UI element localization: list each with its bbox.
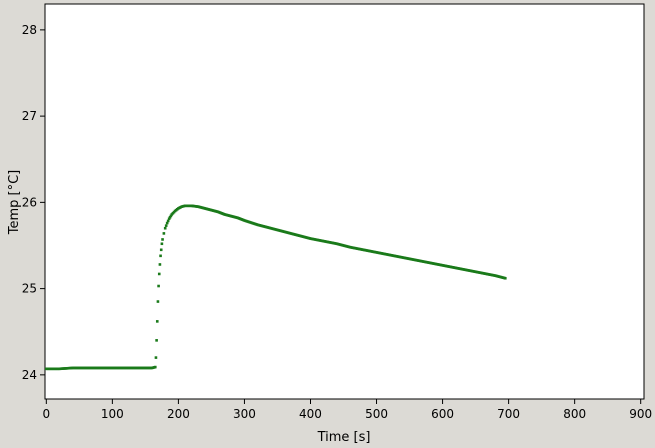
data-point xyxy=(163,226,167,230)
y-axis-label: Temp [°C] xyxy=(7,170,22,236)
data-point xyxy=(164,224,168,227)
data-point xyxy=(155,320,159,323)
x-tick-label: 300 xyxy=(233,407,256,421)
x-tick-label: 100 xyxy=(101,407,124,421)
data-point xyxy=(155,339,158,342)
data-point xyxy=(168,216,172,219)
plot-area xyxy=(44,3,645,400)
data-point xyxy=(153,365,157,369)
y-tick-label: 27 xyxy=(22,109,37,123)
data-point xyxy=(165,221,169,225)
data-point xyxy=(159,254,162,258)
y-tick-label: 24 xyxy=(22,368,37,382)
x-tick-label: 500 xyxy=(365,407,388,421)
data-point xyxy=(159,248,163,252)
x-axis-label: Time [s] xyxy=(317,430,371,445)
y-tick-label: 28 xyxy=(22,23,37,37)
data-point xyxy=(167,217,171,221)
x-tick-label: 700 xyxy=(497,407,520,421)
x-tick-label: 200 xyxy=(167,407,190,421)
data-point xyxy=(154,356,158,359)
data-point xyxy=(161,238,164,241)
data-point xyxy=(157,272,161,276)
data-point xyxy=(504,276,507,280)
data-point xyxy=(162,232,166,235)
x-axis: 0 100 200 300 400 500 600 700 800 900 xyxy=(43,399,652,421)
data-point xyxy=(160,242,164,246)
y-tick-label: 26 xyxy=(22,195,37,209)
data-point xyxy=(156,300,160,303)
data-point xyxy=(157,284,160,288)
x-tick-label: 900 xyxy=(629,407,652,421)
x-tick-label: 600 xyxy=(431,407,454,421)
x-tick-label: 800 xyxy=(563,407,586,421)
data-points xyxy=(45,204,507,371)
x-tick-label: 400 xyxy=(299,407,322,421)
data-point xyxy=(169,214,173,218)
x-tick-label: 0 xyxy=(43,407,51,421)
data-point xyxy=(158,263,162,266)
data-point xyxy=(166,219,170,223)
y-tick-label: 25 xyxy=(22,282,37,296)
y-axis: 24 25 26 27 28 xyxy=(22,23,45,382)
